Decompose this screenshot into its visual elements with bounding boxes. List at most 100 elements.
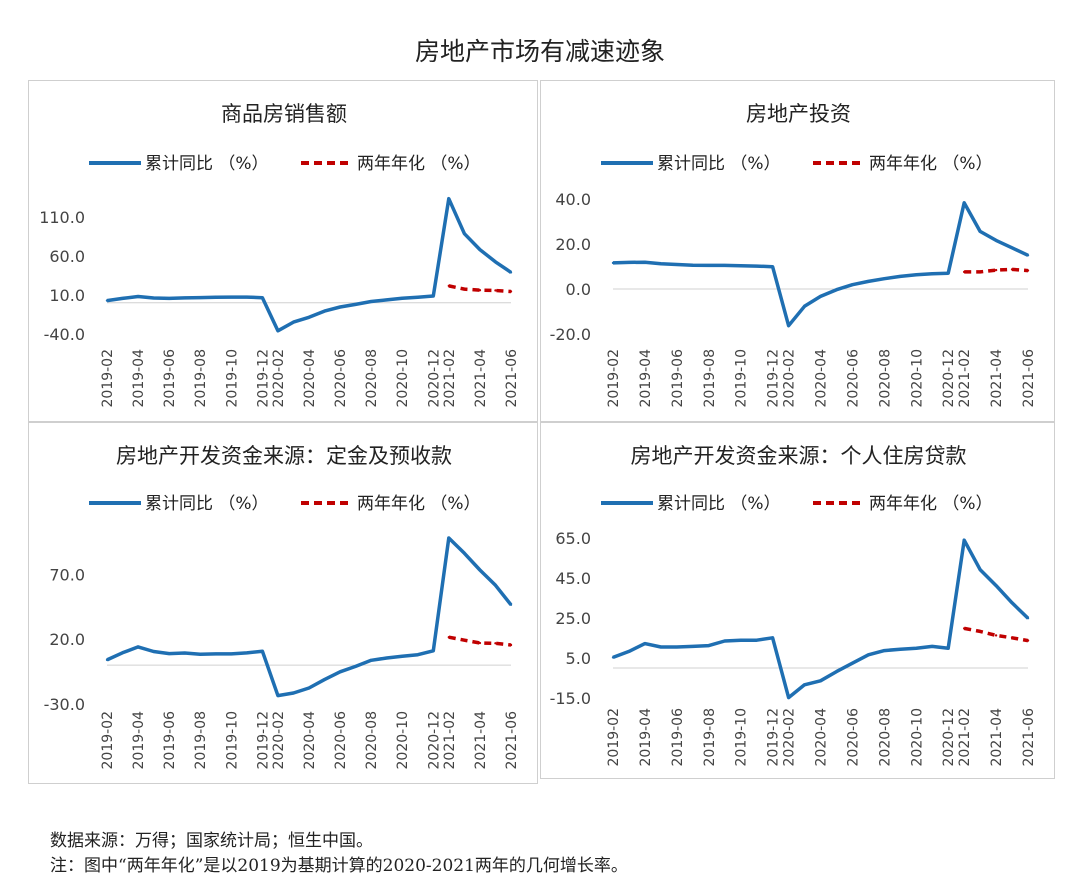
- data-point-cumulative: [771, 265, 774, 268]
- y-tick-label: 65.0: [555, 529, 591, 548]
- y-tick-label: -20.0: [550, 325, 591, 344]
- x-tick-label: 2020-10: [909, 708, 925, 767]
- data-point-cumulative: [276, 329, 280, 333]
- data-point-annualized: [509, 643, 513, 647]
- data-point-cumulative: [691, 645, 695, 648]
- data-point-cumulative: [214, 296, 217, 299]
- chart-title: 房地产开发资金来源：个人住房贷款: [631, 444, 967, 468]
- data-point-cumulative: [447, 536, 451, 540]
- data-point-cumulative: [994, 584, 998, 587]
- x-tick-label: 2020-04: [302, 711, 318, 770]
- data-point-cumulative: [883, 649, 886, 652]
- y-tick-label: -30.0: [44, 695, 85, 714]
- data-point-cumulative: [803, 683, 806, 686]
- x-tick-label: 2019-04: [131, 349, 147, 408]
- x-tick-label: 2019-02: [100, 349, 116, 408]
- legend-label-cumulative: 累计同比 （%）: [145, 154, 269, 174]
- data-point-cumulative: [385, 656, 388, 660]
- series-line-annualized: [448, 284, 512, 294]
- data-point-cumulative: [183, 296, 186, 300]
- data-point-cumulative: [915, 647, 918, 650]
- data-point-annualized: [1026, 269, 1030, 272]
- data-point-cumulative: [230, 295, 233, 299]
- data-point-cumulative: [292, 691, 295, 695]
- data-point-annualized: [962, 270, 966, 274]
- data-point-cumulative: [946, 272, 950, 275]
- data-point-cumulative: [369, 659, 373, 662]
- x-tick-label: 2020-12: [426, 711, 442, 770]
- series-line-cumulative: [612, 201, 1029, 328]
- x-tick-label: 2019-06: [162, 349, 178, 408]
- x-tick-label: 2019-06: [670, 349, 686, 408]
- series-line-cumulative: [106, 536, 513, 698]
- data-point-cumulative: [509, 271, 513, 274]
- data-point-annualized: [509, 290, 513, 293]
- chart-panel-investment: 房地产投资 累计同比 （%） 两年年化 （%） 40.0 20.0 0.0 -20.0 201…: [540, 80, 1055, 422]
- x-tick-label: 2020-12: [426, 349, 442, 408]
- data-point-cumulative: [167, 297, 171, 300]
- y-tick-label: 110.0: [39, 208, 85, 227]
- data-point-cumulative: [167, 652, 171, 655]
- data-point-cumulative: [946, 647, 950, 650]
- data-point-cumulative: [121, 651, 124, 654]
- data-point-annualized: [494, 642, 497, 645]
- data-point-cumulative: [494, 584, 497, 587]
- x-tick-label: 2020-02: [782, 708, 798, 767]
- data-point-annualized: [478, 641, 482, 645]
- x-tick-label: 2020-10: [395, 349, 411, 408]
- x-tick-label: 2020-04: [814, 708, 830, 767]
- data-point-cumulative: [494, 260, 497, 264]
- legend-label-cumulative: 累计同比 （%）: [657, 154, 781, 174]
- data-point-cumulative: [723, 639, 726, 643]
- chart-title: 房地产开发资金来源：定金及预收款: [116, 444, 452, 468]
- data-point-cumulative: [643, 261, 647, 264]
- data-point-cumulative: [478, 248, 482, 251]
- data-point-cumulative: [432, 294, 435, 298]
- y-tick-label: 5.0: [566, 649, 591, 668]
- page-title: 房地产市场有减速迹象: [414, 37, 665, 66]
- data-point-cumulative: [978, 568, 982, 571]
- data-point-cumulative: [199, 653, 202, 656]
- y-tick-label: 20.0: [555, 235, 591, 254]
- data-point-cumulative: [915, 273, 918, 277]
- x-tick-label: 2019-12: [255, 349, 271, 408]
- chart-panel-deposits: 房地产开发资金来源：定金及预收款 累计同比 （%） 两年年化 （%） 70.0 20.0…: [28, 422, 538, 784]
- data-point-annualized: [478, 289, 482, 292]
- data-point-cumulative: [883, 277, 886, 280]
- data-point-annualized: [447, 636, 451, 639]
- x-tick-label: 2021-04: [989, 708, 1005, 767]
- data-point-cumulative: [1026, 254, 1030, 257]
- data-point-cumulative: [354, 303, 357, 306]
- data-point-cumulative: [739, 264, 742, 268]
- data-point-cumulative: [152, 296, 155, 300]
- data-point-cumulative: [899, 648, 902, 651]
- x-tick-label: 2020-02: [782, 349, 798, 408]
- data-point-cumulative: [675, 645, 679, 649]
- series-line-cumulative: [612, 538, 1030, 700]
- data-point-cumulative: [463, 232, 466, 235]
- data-point-cumulative: [962, 201, 966, 205]
- data-point-annualized: [962, 627, 966, 630]
- data-point-cumulative: [199, 296, 202, 299]
- data-point-cumulative: [739, 639, 742, 642]
- x-tick-label: 2019-08: [702, 349, 718, 408]
- series-line-cumulative: [106, 196, 512, 333]
- data-point-cumulative: [643, 642, 647, 645]
- data-point-cumulative: [478, 568, 482, 572]
- data-point-cumulative: [230, 652, 233, 656]
- data-point-cumulative: [755, 639, 758, 642]
- y-tick-label: 20.0: [49, 630, 85, 649]
- data-point-cumulative: [899, 275, 902, 278]
- data-point-cumulative: [152, 650, 155, 653]
- data-point-cumulative: [385, 298, 388, 302]
- x-tick-label: 2020-08: [364, 349, 380, 408]
- x-tick-label: 2020-06: [845, 349, 861, 408]
- data-point-cumulative: [261, 296, 264, 299]
- x-tick-label: 2021-02: [957, 349, 973, 408]
- data-point-annualized: [494, 289, 497, 292]
- data-point-cumulative: [447, 197, 451, 200]
- data-point-annualized: [447, 284, 451, 288]
- legend-label-cumulative: 累计同比 （%）: [657, 494, 781, 514]
